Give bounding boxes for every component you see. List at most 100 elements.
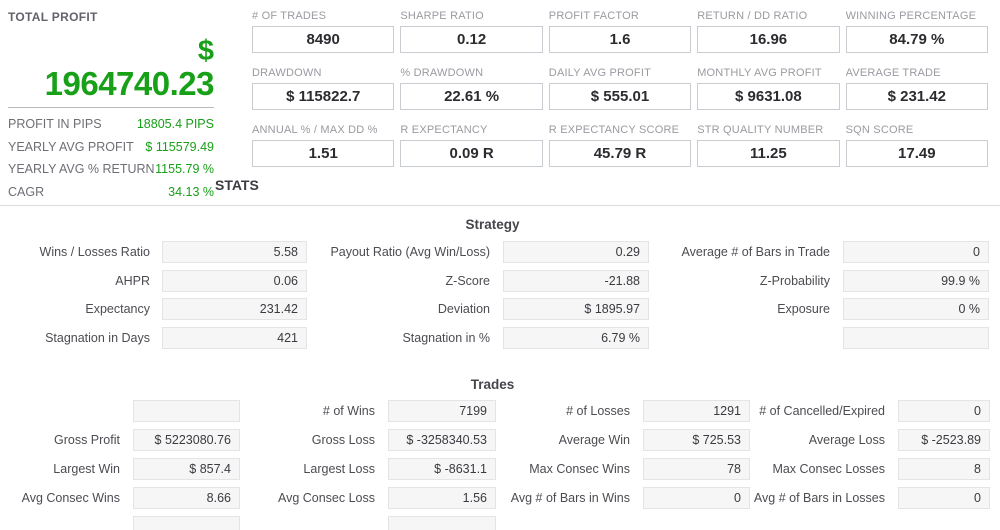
metric-return-dd-ratio: RETURN / DD RATIO 16.96 <box>697 10 840 53</box>
stat-label: # of Wins <box>322 404 375 418</box>
panel-divider <box>8 107 214 108</box>
stat-value-box: 0.06 <box>162 270 307 292</box>
stat-value-box: 0 <box>643 487 750 509</box>
stat-value-box: 5.58 <box>162 241 307 263</box>
summary-value: $ 115579.49 <box>145 139 214 154</box>
stat-value-box: 99.9 % <box>843 270 989 292</box>
trades-section-heading: Trades <box>470 377 515 392</box>
stat-label: Gross Loss <box>311 433 375 447</box>
stat-value-box: 231.42 <box>162 298 307 320</box>
stat-label: Average Loss <box>808 433 885 447</box>
summary-value: 1155.79 % <box>155 162 214 176</box>
summary-label: CAGR <box>8 184 45 199</box>
stat-label: Largest Loss <box>303 462 375 476</box>
stat-value-box: $ -3258340.53 <box>388 429 496 451</box>
metric-value-box: 45.79 R <box>548 140 692 167</box>
metric-num-trades: # OF TRADES 8490 <box>252 10 395 53</box>
stat-label: Stagnation in % <box>402 331 490 345</box>
trades-row-5-partial <box>0 516 1000 530</box>
metric-value-box: 84.79 % <box>845 26 988 53</box>
metric-average-trade: AVERAGE TRADE $ 231.42 <box>845 67 988 110</box>
stat-label: Average # of Bars in Trade <box>681 245 830 259</box>
strategy-row-1: Wins / Losses Ratio 5.58 Payout Ratio (A… <box>0 241 1000 263</box>
stat-label: Avg Consec Wins <box>21 491 120 505</box>
metric-value-box: 11.25 <box>697 140 840 167</box>
metric-value-box: 0.12 <box>400 26 543 53</box>
metric-value-box: $ 231.42 <box>845 83 988 110</box>
metric-value-box: $ 555.01 <box>548 83 692 110</box>
stat-value-box: $ -8631.1 <box>388 458 496 480</box>
stat-value-box: 0 <box>898 400 990 422</box>
summary-label: YEARLY AVG PROFIT <box>8 139 134 154</box>
metric-value-box: 22.61 % <box>400 83 543 110</box>
metric-label: R EXPECTANCY SCORE <box>548 124 680 136</box>
metric-label: WINNING PERCENTAGE <box>845 10 977 22</box>
metric-r-expectancy: R EXPECTANCY 0.09 R <box>400 124 543 167</box>
stat-label: Max Consec Losses <box>772 462 885 476</box>
stat-label: # of Losses <box>566 404 630 418</box>
metric-drawdown: DRAWDOWN $ 115822.7 <box>252 67 395 110</box>
strategy-row-4: Stagnation in Days 421 Stagnation in % 6… <box>0 327 1000 349</box>
summary-value: 18805.4 PIPS <box>136 117 214 131</box>
metric-label: R EXPECTANCY <box>400 124 488 136</box>
stat-label: Z-Score <box>445 274 490 288</box>
stat-label: Z-Probability <box>759 274 830 288</box>
metric-label: AVERAGE TRADE <box>845 67 941 79</box>
stat-label: Stagnation in Days <box>45 331 150 345</box>
summary-label: YEARLY AVG % RETURN <box>8 162 155 176</box>
summary-row-cagr: CAGR 34.13 % <box>8 181 214 204</box>
stat-label: Max Consec Wins <box>529 462 630 476</box>
metric-label: % DRAWDOWN <box>400 67 484 79</box>
metric-label: SQN SCORE <box>845 124 914 136</box>
stat-value-box: $ 5223080.76 <box>133 429 240 451</box>
stat-value-box: 0 % <box>843 298 989 320</box>
section-divider <box>0 205 1000 206</box>
metric-label: ANNUAL % / MAX DD % <box>252 124 378 136</box>
metric-label: PROFIT FACTOR <box>548 10 639 22</box>
metric-value-box: 1.6 <box>548 26 692 53</box>
stat-value-box: 78 <box>643 458 750 480</box>
metric-daily-avg-profit: DAILY AVG PROFIT $ 555.01 <box>548 67 692 110</box>
metric-label: MONTHLY AVG PROFIT <box>697 67 822 79</box>
stat-label: Largest Win <box>53 462 120 476</box>
metric-monthly-avg-profit: MONTHLY AVG PROFIT $ 9631.08 <box>697 67 840 110</box>
strategy-row-3: Expectancy 231.42 Deviation $ 1895.97 Ex… <box>0 298 1000 320</box>
metric-label: SHARPE RATIO <box>400 10 484 22</box>
metric-annual-max-dd: ANNUAL % / MAX DD % 1.51 <box>252 124 395 167</box>
currency-symbol: $ <box>197 35 214 67</box>
metric-value-box: $ 9631.08 <box>697 83 840 110</box>
stat-label: Avg Consec Loss <box>277 491 375 505</box>
metric-winning-percentage: WINNING PERCENTAGE 84.79 % <box>845 10 988 53</box>
trades-row-1: # of Wins 7199 # of Losses 1291 # of Can… <box>0 400 1000 422</box>
metric-value-box: 16.96 <box>697 26 840 53</box>
stat-value-box: 0 <box>898 487 990 509</box>
metric-str-quality-number: STR QUALITY NUMBER 11.25 <box>697 124 840 167</box>
metric-grid: # OF TRADES 8490 SHARPE RATIO 0.12 PROFI… <box>252 10 988 167</box>
stat-value-box: 0 <box>843 241 989 263</box>
stat-label: Gross Profit <box>54 433 120 447</box>
stat-value-box-empty <box>133 516 240 530</box>
summary-value: 34.13 % <box>168 184 214 199</box>
stat-label: Deviation <box>437 302 490 316</box>
metric-label: DAILY AVG PROFIT <box>548 67 652 79</box>
stat-value-box: -21.88 <box>503 270 649 292</box>
strategy-section-heading: Strategy <box>465 217 520 232</box>
total-profit-title: TOTAL PROFIT <box>8 10 98 24</box>
stat-value-box: 8 <box>898 458 990 480</box>
metric-value-box: 17.49 <box>845 140 988 167</box>
stat-label: Payout Ratio (Avg Win/Loss) <box>330 245 490 259</box>
stat-value-box: 1.56 <box>388 487 496 509</box>
metric-value-box: $ 115822.7 <box>252 83 395 110</box>
total-profit-value: 1964740.23 <box>44 65 215 102</box>
stat-label: Exposure <box>777 302 830 316</box>
stat-value-box: $ -2523.89 <box>898 429 990 451</box>
summary-row-profit-in-pips: PROFIT IN PIPS 18805.4 PIPS <box>8 113 214 136</box>
stat-label: Avg # of Bars in Wins <box>510 491 630 505</box>
stat-value-box-empty <box>133 400 240 422</box>
stat-value-box: $ 1895.97 <box>503 298 649 320</box>
total-profit-panel: TOTAL PROFIT $ 1964740.23 PROFIT IN PIPS… <box>8 10 215 204</box>
stat-value-box: $ 725.53 <box>643 429 750 451</box>
metric-profit-factor: PROFIT FACTOR 1.6 <box>548 10 692 53</box>
stat-label: Average Win <box>558 433 630 447</box>
